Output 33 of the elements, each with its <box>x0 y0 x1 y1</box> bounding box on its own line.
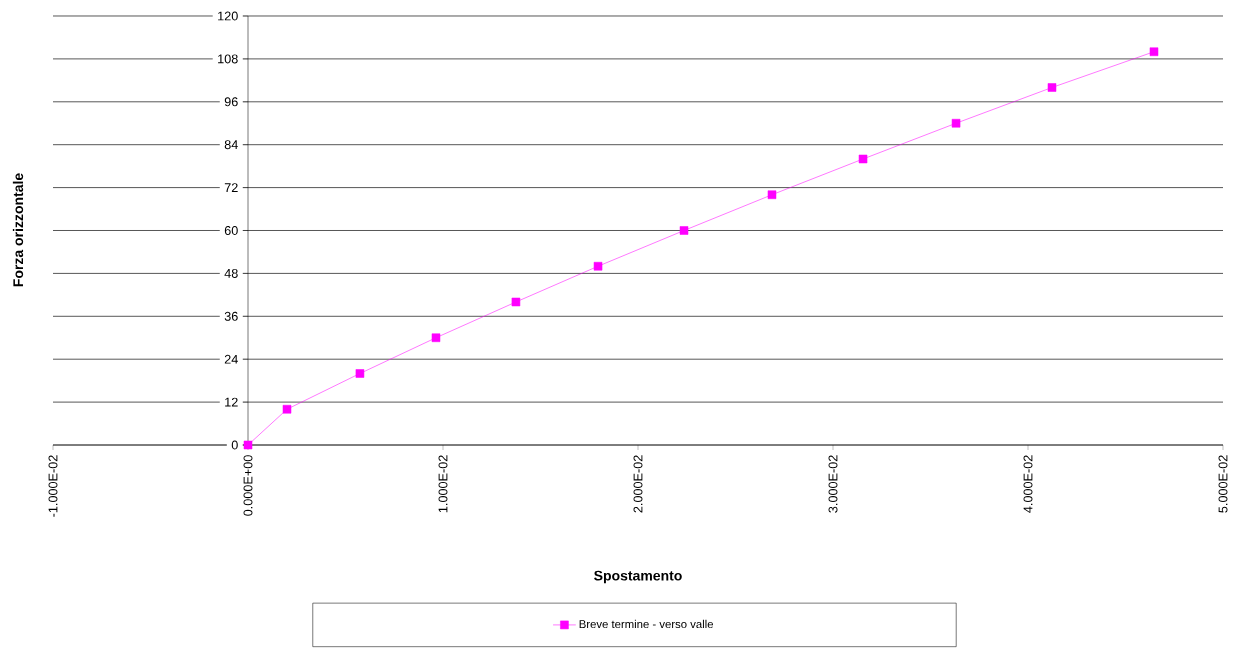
y-tick-label: 36 <box>224 311 238 321</box>
legend-label: Breve termine - verso valle <box>579 619 713 629</box>
point <box>951 118 961 128</box>
x-tick-label: 4.000E-02 <box>1023 455 1033 513</box>
y-axis-title: Forza orizzontale <box>12 173 24 287</box>
point <box>243 440 253 450</box>
x-axis-title: Spostamento <box>594 570 682 584</box>
x-tick-label: -1.000E-02 <box>48 455 58 517</box>
x-tick-label: 2.000E-02 <box>633 455 643 513</box>
point <box>593 261 603 271</box>
x-tick-label: 0.000E+00 <box>243 455 253 516</box>
y-tick-label: 120 <box>218 11 238 21</box>
point <box>511 297 521 307</box>
x-tick-label: 3.000E-02 <box>828 455 838 513</box>
y-tick-label: 108 <box>218 54 238 64</box>
x-tick-label: 5.000E-02 <box>1218 455 1228 513</box>
point <box>767 190 777 200</box>
point <box>1047 83 1057 92</box>
x-tick-label: 1.000E-02 <box>438 455 448 513</box>
y-tick-label: 0 <box>231 440 238 450</box>
y-tick-label: 60 <box>224 226 238 235</box>
point <box>282 404 292 414</box>
y-tick-label: 12 <box>225 397 238 407</box>
y-tick-label: 96 <box>224 97 238 107</box>
point <box>679 226 689 235</box>
point <box>431 333 441 343</box>
y-tick-label: 84 <box>224 140 238 150</box>
y-tick-label: 48 <box>224 268 238 278</box>
point <box>858 154 868 164</box>
y-tick-label: 24 <box>224 354 238 364</box>
point <box>1149 47 1159 57</box>
point <box>355 369 365 378</box>
y-tick-label: 72 <box>224 183 238 193</box>
